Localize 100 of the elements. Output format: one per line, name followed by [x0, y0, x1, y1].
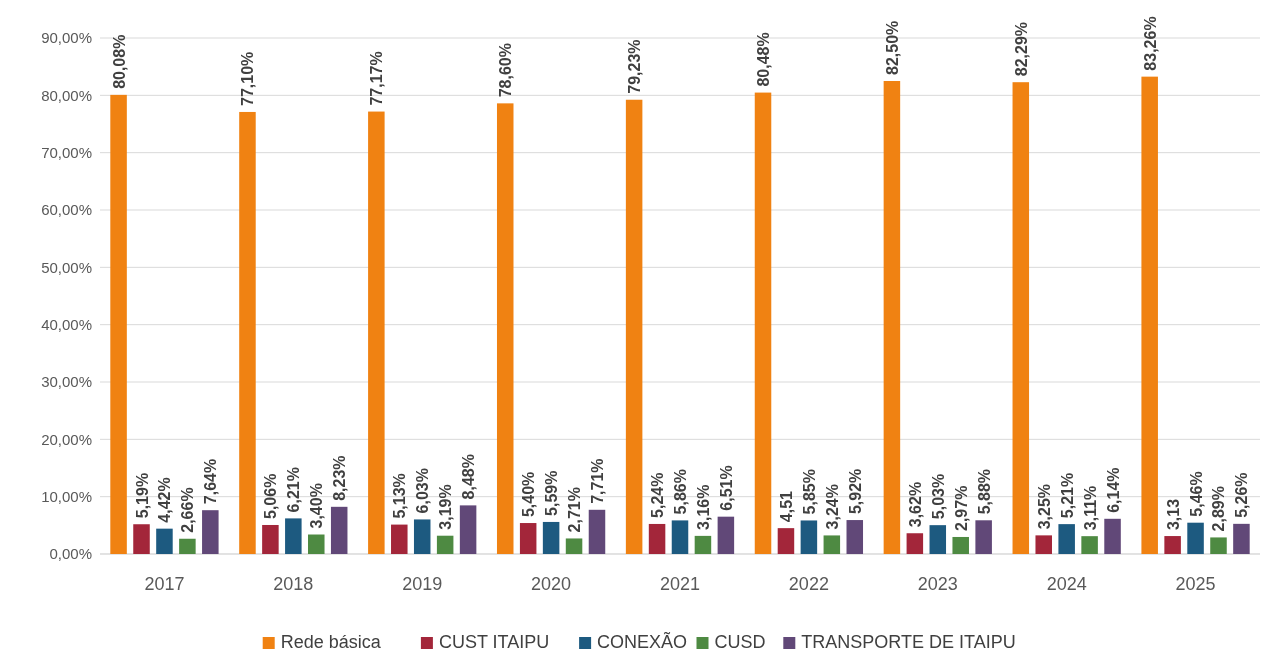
data-label: 5,06% [262, 473, 280, 519]
data-label: 82,29% [1012, 21, 1030, 77]
bar [239, 111, 256, 554]
x-tick-label: 2024 [1046, 574, 1087, 594]
data-label: 6,21% [285, 467, 303, 513]
y-tick-label: 80,00% [41, 86, 92, 104]
data-label: 3,62% [906, 481, 924, 528]
y-tick-label: 70,00% [41, 143, 92, 161]
bar [823, 535, 841, 554]
bar [717, 516, 735, 554]
data-label: 6,14% [1104, 467, 1122, 513]
data-label: 5,59% [543, 470, 561, 516]
bar [202, 510, 219, 554]
x-tick-label: 2020 [531, 574, 572, 594]
bar [975, 520, 992, 554]
y-tick-label: 20,00% [41, 430, 92, 448]
bar [754, 92, 772, 554]
bar [625, 99, 643, 554]
legend-label: CONEXÃO [597, 631, 688, 652]
bar [800, 520, 818, 554]
y-tick-label: 50,00% [41, 258, 92, 276]
data-label: 5,21% [1058, 472, 1076, 519]
bar [1035, 535, 1052, 554]
x-tick-label: 2022 [788, 574, 829, 594]
data-label: 80,08% [110, 34, 128, 89]
x-tick-label: 2017 [144, 574, 185, 594]
bar [413, 519, 431, 554]
y-tick-label: 0,00% [49, 545, 92, 563]
bar [694, 535, 712, 554]
data-label: 5,13% [391, 473, 409, 519]
data-label: 8,48% [460, 454, 478, 500]
bar [133, 524, 150, 554]
bar [906, 533, 924, 554]
data-label: 78,60% [497, 43, 515, 98]
data-label: 5,19% [133, 472, 151, 519]
bar [262, 524, 279, 554]
data-label: 5,92% [846, 468, 864, 515]
legend-label: Rede básica [280, 632, 382, 652]
bar [883, 81, 901, 554]
x-tick-label: 2018 [273, 574, 314, 594]
data-label: 3,19% [437, 484, 455, 530]
bar [588, 509, 606, 554]
bar [330, 506, 348, 554]
bar [179, 538, 196, 554]
data-label: 77,10% [239, 51, 257, 106]
bar [929, 525, 947, 554]
data-label: 7,64% [202, 458, 220, 505]
data-label: 3,16% [694, 484, 712, 530]
legend-label: CUSD [714, 632, 766, 652]
data-label: 2,66% [179, 487, 197, 533]
bar [1104, 518, 1121, 554]
data-label: 7,71% [588, 458, 606, 504]
bar [368, 111, 385, 554]
bar [156, 528, 173, 554]
data-label: 5,46% [1187, 471, 1205, 517]
bar [648, 523, 666, 554]
data-label: 2,89% [1210, 486, 1228, 532]
bar [1233, 523, 1250, 554]
bar [1210, 537, 1227, 554]
data-label: 3,13 [1164, 498, 1182, 531]
y-tick-label: 40,00% [41, 315, 92, 333]
data-label: 80,48% [755, 32, 773, 87]
x-tick-label: 2025 [1175, 574, 1216, 594]
bar [1187, 522, 1204, 554]
bar [496, 103, 514, 554]
bar [436, 535, 454, 554]
bar [1164, 536, 1181, 554]
x-tick-label: 2023 [917, 574, 958, 594]
bar [308, 534, 325, 554]
data-label: 5,88% [975, 468, 993, 515]
legend-label: CUST ITAIPU [438, 632, 550, 652]
bar [285, 518, 302, 554]
data-label: 8,23% [331, 455, 349, 501]
bar [110, 94, 127, 554]
bar [952, 536, 969, 554]
y-tick-label: 10,00% [41, 487, 92, 505]
data-label: 3,24% [823, 484, 841, 530]
bar [542, 521, 560, 554]
data-label: 5,24% [649, 472, 667, 518]
bar [1012, 82, 1030, 554]
data-label: 2,97% [952, 485, 970, 531]
data-label: 5,85% [800, 469, 818, 515]
data-label: 79,23% [626, 39, 644, 94]
y-tick-label: 90,00% [41, 29, 92, 47]
bar [1058, 524, 1075, 554]
bar [671, 520, 689, 554]
data-label: 4,42% [156, 477, 174, 523]
data-label: 82,50% [883, 20, 901, 75]
data-label: 4,51 [777, 490, 795, 523]
bar [519, 523, 537, 554]
data-label: 5,03% [929, 473, 947, 520]
y-tick-label: 30,00% [41, 373, 92, 391]
bar [1081, 536, 1098, 554]
bar [459, 505, 477, 554]
data-label: 5,86% [672, 469, 689, 515]
data-label: 3,11% [1081, 485, 1099, 531]
data-label: 2,71% [566, 487, 584, 533]
y-tick-label: 60,00% [41, 201, 92, 219]
bar [777, 528, 795, 554]
legend-label: TRANSPORTE DE ITAIPU [801, 632, 1016, 652]
